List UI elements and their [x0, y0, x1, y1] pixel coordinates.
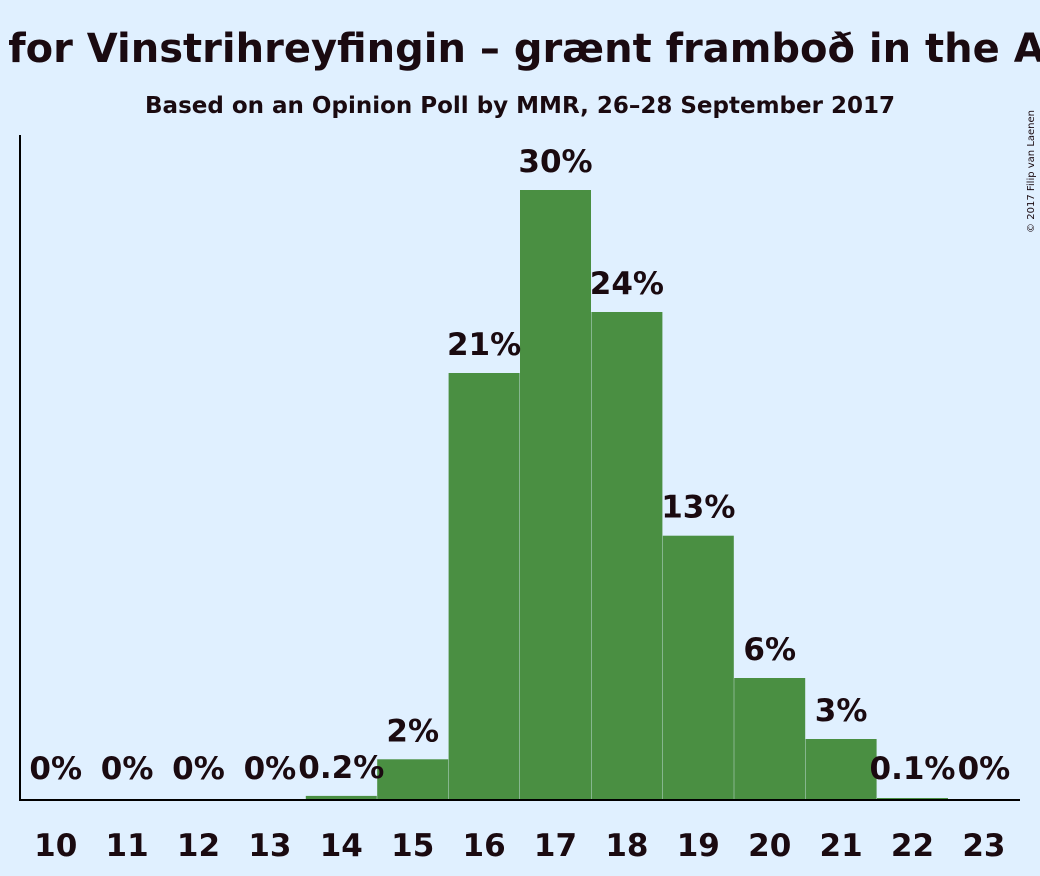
bars-group	[305, 190, 948, 801]
bar-value-label-19: 13%	[661, 490, 735, 526]
bar-value-label-11: 0%	[101, 751, 154, 787]
x-tick-label-13: 13	[248, 828, 291, 864]
bar-labels-group: 0% 0% 0% 0% 0.2%2%21%30%24%13%6%3%0.1% 0%	[29, 144, 1010, 787]
x-tick-label-20: 20	[748, 828, 791, 864]
x-tick-label-12: 12	[177, 828, 220, 864]
bar-14	[305, 795, 377, 800]
x-tick-label-18: 18	[605, 828, 648, 864]
x-tick-labels-group: 10 11 12 13 14 15 16 17 18 19 20 21 22 23	[34, 828, 1005, 864]
bar-19	[662, 535, 734, 800]
bar-value-label-13: 0%	[244, 751, 297, 787]
x-tick-label-23: 23	[962, 828, 1005, 864]
x-tick-label-19: 19	[677, 828, 720, 864]
bar-18	[591, 312, 663, 800]
chart-title: Seats for Vinstrihreyfingin – grænt fram…	[0, 26, 1040, 72]
bar-value-label-16: 21%	[447, 327, 521, 363]
bar-value-label-17: 30%	[518, 144, 592, 180]
x-tick-label-15: 15	[391, 828, 434, 864]
x-tick-label-14: 14	[320, 828, 363, 864]
chart-subtitle: Based on an Opinion Poll by MMR, 26–28 S…	[145, 93, 895, 119]
bar-value-label-18: 24%	[590, 266, 664, 302]
bar-value-label-23: 0%	[958, 751, 1011, 787]
bar-value-label-12: 0%	[172, 751, 225, 787]
bar-20	[734, 678, 806, 800]
x-tick-label-16: 16	[463, 828, 506, 864]
bar-16	[448, 373, 520, 800]
bar-17	[520, 190, 591, 800]
bar-value-label-10: 0%	[29, 751, 82, 787]
bar-value-label-22: 0.1%	[870, 751, 956, 787]
bar-value-label-21: 3%	[815, 693, 868, 729]
x-tick-label-21: 21	[820, 828, 863, 864]
x-tick-label-10: 10	[34, 828, 77, 864]
bar-15	[377, 759, 449, 800]
x-tick-label-17: 17	[534, 828, 577, 864]
bar-21	[805, 739, 877, 800]
bar-value-label-15: 2%	[386, 713, 439, 749]
x-tick-label-11: 11	[106, 828, 149, 864]
x-tick-label-22: 22	[891, 828, 934, 864]
bar-value-label-20: 6%	[743, 632, 796, 668]
bar-value-label-14: 0.2%	[298, 750, 384, 786]
copyright-notice: © 2017 Filip van Laenen	[1026, 110, 1037, 233]
